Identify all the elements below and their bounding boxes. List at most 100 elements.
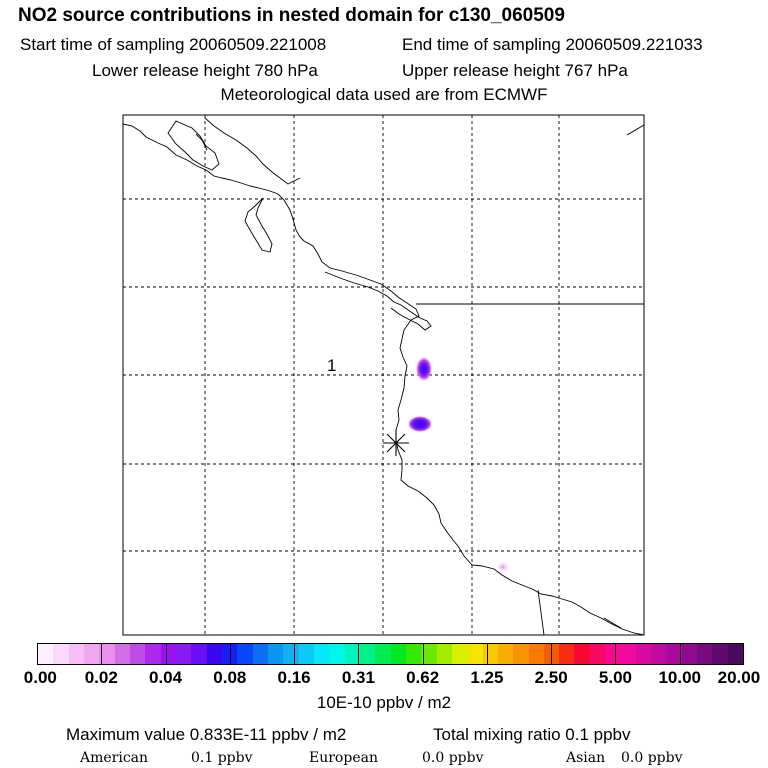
scale-swatch [313, 644, 330, 664]
scale-swatch [467, 644, 483, 664]
scale-tick-label: 0.16 [277, 668, 311, 687]
lower-release-height: Lower release height 780 hPa [92, 61, 318, 80]
scale-swatch [513, 644, 529, 664]
eastern-border [626, 124, 644, 136]
scale-swatch [83, 644, 100, 664]
scale-divider [165, 643, 167, 665]
scale-swatch [283, 644, 299, 664]
contour-label: 1 [327, 356, 336, 375]
plume-middle [408, 416, 432, 432]
scale-swatch [221, 644, 238, 664]
scale-divider [229, 643, 231, 665]
american-value: 0.1 ppbv [191, 750, 253, 766]
scale-swatch [574, 644, 590, 664]
scale-swatch [99, 644, 115, 664]
plume-layer [408, 357, 509, 572]
scale-swatch [237, 644, 253, 664]
european-label: European [309, 750, 378, 766]
scale-swatch [206, 644, 222, 664]
scale-swatch [359, 644, 376, 664]
scale-swatch [712, 644, 728, 664]
scale-swatch [620, 644, 636, 664]
plume-north [416, 357, 432, 381]
scale-tick-label: 0.02 [84, 668, 118, 687]
color-scale-bar [37, 643, 744, 665]
scale-swatch [68, 644, 84, 664]
strait-shoreline [204, 117, 301, 185]
scale-tick-label: 2.50 [534, 668, 568, 687]
scale-swatch [344, 644, 360, 664]
start-time-label: Start time of sampling 20060509.221008 [20, 35, 327, 54]
scale-swatch [329, 644, 345, 664]
scale-swatch [421, 644, 437, 664]
scale-swatch [528, 644, 544, 664]
coastlines [123, 117, 644, 635]
scale-tick-label: 0.00 [23, 668, 57, 687]
lat-lon-grid [123, 115, 644, 635]
scale-divider [615, 643, 617, 665]
scale-swatch [451, 644, 468, 664]
scale-swatch [129, 644, 146, 664]
end-time-label: End time of sampling 20060509.221033 [402, 35, 703, 54]
columbia-river-mouth [324, 271, 432, 331]
inner-coast [195, 133, 208, 151]
scale-swatch [405, 644, 422, 664]
scale-swatch [145, 644, 161, 664]
baja-coast [603, 617, 622, 629]
scale-swatch [38, 644, 54, 664]
scale-divider [422, 643, 424, 665]
max-value-label: Maximum value 0.833E-11 ppbv / m2 [66, 725, 347, 744]
scale-swatch [727, 644, 744, 664]
scale-swatch [559, 644, 575, 664]
scale-divider [101, 643, 103, 665]
scale-swatch [605, 644, 621, 664]
plot-title: NO2 source contributions in nested domai… [18, 5, 565, 26]
scale-divider [486, 643, 488, 665]
met-data-source: Meteorological data used are from ECMWF [220, 85, 548, 104]
release-point-icon [383, 430, 409, 456]
units-label: 10E-10 ppbv / m2 [316, 693, 452, 712]
total-mixing-ratio: Total mixing ratio 0.1 ppbv [433, 725, 631, 744]
scale-swatch [589, 644, 606, 664]
scale-swatch [252, 644, 268, 664]
scale-swatch [651, 644, 667, 664]
scale-swatch [160, 644, 176, 664]
scale-swatch [191, 644, 207, 664]
scale-swatch [390, 644, 406, 664]
scale-divider [551, 643, 553, 665]
vancouver-island [167, 120, 220, 171]
plume-south [497, 562, 509, 572]
scale-divider [294, 643, 296, 665]
scale-swatch [114, 644, 130, 664]
mexico-border [537, 589, 545, 635]
scale-swatch [436, 644, 452, 664]
scale-swatch [53, 644, 69, 664]
scale-swatch [635, 644, 652, 664]
scale-divider [679, 643, 681, 665]
scale-swatch [298, 644, 314, 664]
scale-swatch [175, 644, 192, 664]
scale-tick-label: 0.31 [341, 668, 375, 687]
scale-tick-label: 0.08 [213, 668, 247, 687]
scale-divider [358, 643, 360, 665]
scale-swatch [666, 644, 682, 664]
european-value: 0.0 ppbv [422, 750, 484, 766]
scale-tick-label: 10.00 [658, 668, 701, 687]
upper-release-height: Upper release height 767 hPa [402, 61, 628, 80]
scale-swatch [497, 644, 514, 664]
scale-tick-label: 0.62 [406, 668, 440, 687]
scale-swatch [681, 644, 698, 664]
scale-tick-label: 5.00 [598, 668, 632, 687]
scale-tick-label: 20.00 [717, 668, 761, 687]
asian-value: 0.0 ppbv [621, 750, 683, 766]
scale-tick-label: 1.25 [470, 668, 504, 687]
scale-swatch [375, 644, 391, 664]
asian-label: Asian [566, 750, 606, 766]
scale-swatch [267, 644, 284, 664]
scale-swatch [697, 644, 713, 664]
scale-tick-label: 0.04 [148, 668, 183, 687]
pacific-coastline [123, 123, 644, 635]
scale-swatch [482, 644, 498, 664]
puget-sound [244, 197, 273, 253]
